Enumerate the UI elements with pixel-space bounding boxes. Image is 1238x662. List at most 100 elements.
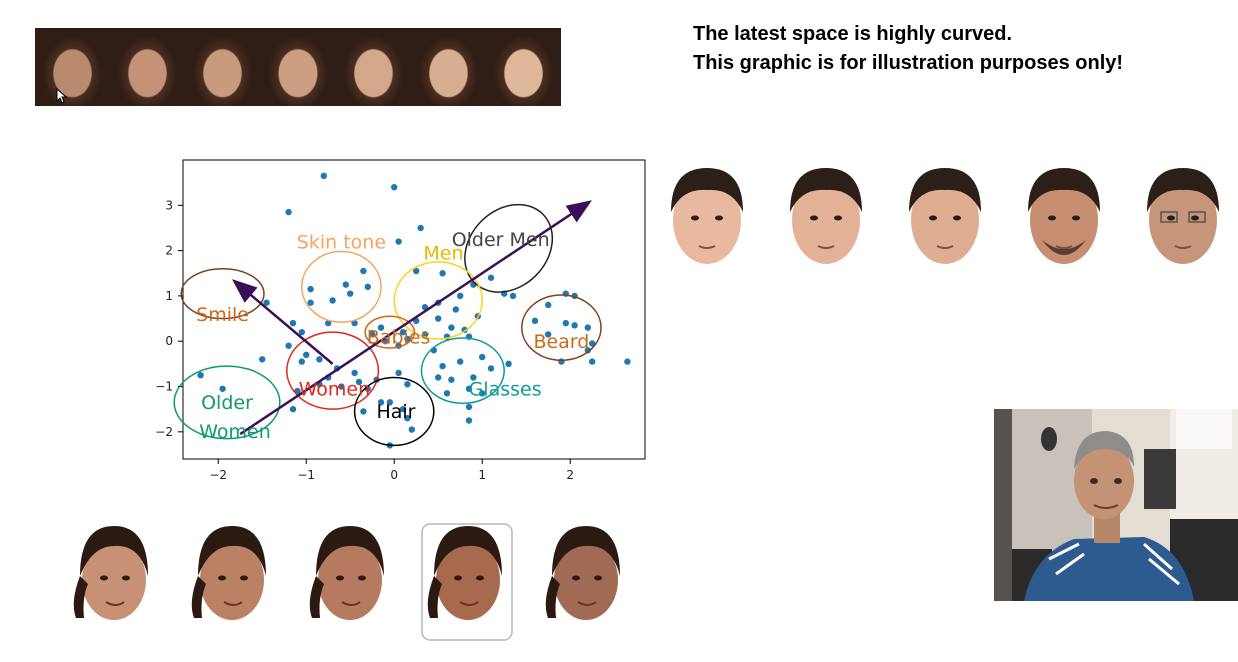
data-point [360, 408, 367, 415]
data-point [408, 426, 415, 433]
data-point [448, 376, 455, 383]
data-point [391, 183, 398, 191]
cluster-label: Smile [196, 304, 249, 326]
data-point [465, 403, 473, 411]
data-point [545, 331, 552, 338]
woman-face [545, 526, 620, 638]
data-point [624, 358, 631, 365]
strip-face [260, 28, 336, 106]
direction-arrow [239, 200, 592, 436]
data-point [197, 371, 204, 379]
data-point [303, 351, 310, 359]
data-point [377, 399, 385, 406]
data-point [369, 331, 376, 338]
data-point [505, 360, 512, 368]
data-point [395, 238, 402, 245]
cluster-ellipse [180, 267, 265, 320]
cluster-ellipse [286, 331, 380, 410]
cluster-ellipse [301, 250, 382, 323]
data-point [289, 319, 297, 327]
woman-age-progression [73, 523, 620, 641]
data-point [298, 358, 305, 365]
y-tick-label: −2 [155, 425, 173, 439]
cluster-ellipse [364, 315, 416, 349]
woman-face [191, 526, 266, 638]
face-interpolation-strip [35, 28, 561, 106]
strip-face [335, 28, 411, 106]
data-point [457, 358, 464, 365]
data-point [320, 172, 327, 180]
woman-face [309, 526, 384, 638]
strip-face [410, 28, 486, 106]
data-point [347, 290, 354, 297]
y-tick-label: −1 [155, 380, 173, 394]
selected-frame [421, 523, 513, 641]
y-tick-label: 2 [165, 244, 173, 258]
data-point [329, 297, 336, 304]
data-point [589, 340, 596, 347]
y-tick-label: 1 [165, 289, 173, 303]
data-point [435, 315, 442, 322]
woman-face [73, 526, 148, 638]
data-point [219, 385, 226, 392]
data-point [452, 306, 459, 313]
cluster-label: Skin tone [297, 231, 386, 253]
cluster-label: Hair [376, 401, 415, 423]
strip-face [35, 28, 111, 106]
data-point [509, 292, 517, 300]
data-point [545, 301, 552, 309]
slide-note: The latest space is highly curved. This … [693, 20, 1123, 78]
data-point [351, 369, 358, 377]
man-face [1028, 168, 1100, 264]
note-line-2: This graphic is for illustration purpose… [693, 52, 1124, 74]
cluster-label: Glasses [469, 379, 542, 401]
data-point [465, 417, 473, 424]
data-point [263, 299, 270, 306]
data-point [457, 292, 464, 300]
data-point [470, 374, 477, 381]
data-point [465, 385, 473, 392]
data-point [289, 405, 297, 413]
cluster-label: Older Men [452, 229, 550, 251]
data-point [285, 208, 292, 216]
cluster-label: Beard [533, 331, 589, 353]
data-point [531, 317, 539, 325]
x-tick-label: −1 [297, 468, 315, 482]
presenter-video [994, 409, 1238, 601]
latent-space-scatter-plot: −2 −1 0 1 2 −2 −1 0 1 2 3 Older Men Skin tone Men Smil… [155, 159, 646, 482]
cluster-label: Babies [367, 326, 431, 348]
cluster-label: Older [201, 392, 253, 414]
data-point [316, 356, 323, 363]
x-tick-label: 0 [390, 468, 398, 482]
man-face [671, 168, 743, 264]
data-point [479, 390, 486, 397]
data-point [479, 353, 486, 361]
data-point [307, 299, 314, 306]
data-point [487, 365, 495, 372]
data-point [417, 224, 424, 232]
data-point [439, 270, 446, 277]
data-point [421, 331, 429, 338]
data-point [360, 267, 367, 275]
man-face [909, 168, 981, 264]
cluster-ellipse [420, 337, 505, 405]
data-point [259, 356, 266, 363]
y-tick-label: 3 [165, 198, 173, 212]
man-face [790, 168, 862, 264]
data-point [562, 319, 569, 327]
data-point [298, 328, 305, 336]
x-tick-label: 1 [478, 468, 486, 482]
data-point [399, 405, 407, 413]
note-line-1: The latest space is highly curved. [693, 23, 1013, 45]
data-point [584, 347, 591, 354]
data-point [558, 358, 565, 365]
cluster-ellipse [393, 261, 483, 340]
data-point [487, 274, 495, 281]
strip-face [185, 28, 261, 106]
data-point [399, 328, 407, 336]
cluster-ellipse [521, 294, 602, 361]
strip-face [110, 28, 186, 106]
data-point [435, 374, 442, 381]
data-point [439, 362, 446, 370]
data-point [338, 383, 345, 390]
